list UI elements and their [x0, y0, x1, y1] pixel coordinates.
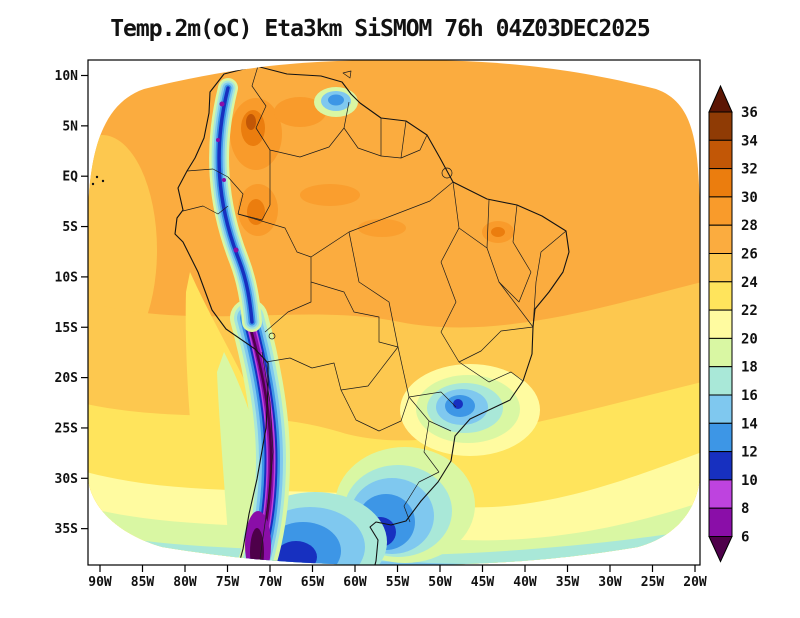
colorbar-segment — [708, 168, 733, 198]
colorbar-segment — [708, 337, 733, 368]
colorbar-segment — [708, 281, 733, 311]
colorbar-segment — [708, 309, 733, 339]
colorbar-tick-label: 32 — [741, 162, 758, 178]
colorbar-tick-label: 8 — [741, 501, 749, 517]
country-state-borders — [182, 65, 567, 565]
lon-label: 80W — [173, 575, 197, 590]
colorbar-segment — [708, 451, 733, 481]
colorbar-cap-top — [708, 84, 733, 113]
south-america-coastline — [174, 65, 570, 565]
colorbar-tick-label: 10 — [741, 473, 758, 489]
lat-label: 10S — [55, 270, 79, 285]
colorbar-tick-label: 26 — [741, 247, 758, 263]
colorbar-tick-label: 22 — [741, 303, 758, 319]
lon-label: 25W — [641, 575, 665, 590]
colorbar-segment — [708, 139, 733, 170]
lon-label: 65W — [301, 575, 325, 590]
colorbar-tick-label: 28 — [741, 218, 758, 234]
lat-label: 10N — [55, 69, 79, 84]
lat-label: 30S — [55, 472, 79, 487]
lon-label: 35W — [556, 575, 580, 590]
lon-label: 60W — [343, 575, 367, 590]
colorbar-segment — [708, 111, 733, 141]
colorbar-segment — [708, 479, 733, 509]
coastline-borders — [91, 65, 570, 565]
colorbar-segment — [708, 507, 733, 538]
colorbar-segment — [708, 422, 733, 453]
colorbar-tick-label: 18 — [741, 360, 758, 376]
lat-label: 35S — [55, 522, 79, 537]
colorbar-cap-bottom — [708, 536, 733, 563]
lat-label: 20S — [55, 371, 79, 386]
colorbar-segment — [708, 224, 733, 254]
lon-label: 75W — [216, 575, 240, 590]
map-frame — [87, 59, 701, 566]
lon-label: 50W — [428, 575, 452, 590]
lat-label: 5N — [62, 119, 78, 134]
lon-label: 55W — [386, 575, 410, 590]
colorbar-segment — [708, 366, 733, 396]
colorbar-tick-label: 34 — [741, 133, 758, 149]
colorbar-segment — [708, 253, 733, 283]
lon-label: 90W — [88, 575, 112, 590]
colorbar-tick-label: 36 — [741, 105, 758, 121]
colorbar-tick-label: 30 — [741, 190, 758, 206]
colorbar-segment — [708, 196, 733, 226]
colorbar-tick-label: 14 — [741, 416, 758, 432]
lon-label: 40W — [513, 575, 537, 590]
colorbar-segment — [708, 394, 733, 424]
lon-label: 70W — [258, 575, 282, 590]
lat-label: 5S — [62, 220, 78, 235]
colorbar-tick-label: 24 — [741, 275, 758, 291]
lon-label: 20W — [683, 575, 707, 590]
axis-labels: 10N 5N EQ 5S 10S 15S 20S 25S 30S 35S 90W 85W 80W 75W 7… — [55, 69, 707, 590]
colorbar-tick-label: 20 — [741, 331, 758, 347]
lon-label: 85W — [131, 575, 155, 590]
plot-title: Temp.2m(oC) Eta3km SiSMOM 76h 04Z03DEC20… — [110, 16, 651, 42]
colorbar-tick-label: 16 — [741, 388, 758, 404]
lat-label: 25S — [55, 421, 79, 436]
colorbar-tick-label: 6 — [741, 530, 749, 546]
lat-label: EQ — [62, 170, 78, 185]
lon-label: 45W — [471, 575, 495, 590]
lat-label: 15S — [55, 321, 79, 336]
islands — [91, 70, 453, 340]
andes-north — [209, 78, 262, 332]
temperature-field — [88, 60, 700, 565]
lon-label: 30W — [598, 575, 622, 590]
colorbar-tick-label: 12 — [741, 445, 758, 461]
colorbar-legend: 36 34 32 30 28 26 24 22 20 18 16 14 12 10 8 6 — [708, 84, 758, 563]
